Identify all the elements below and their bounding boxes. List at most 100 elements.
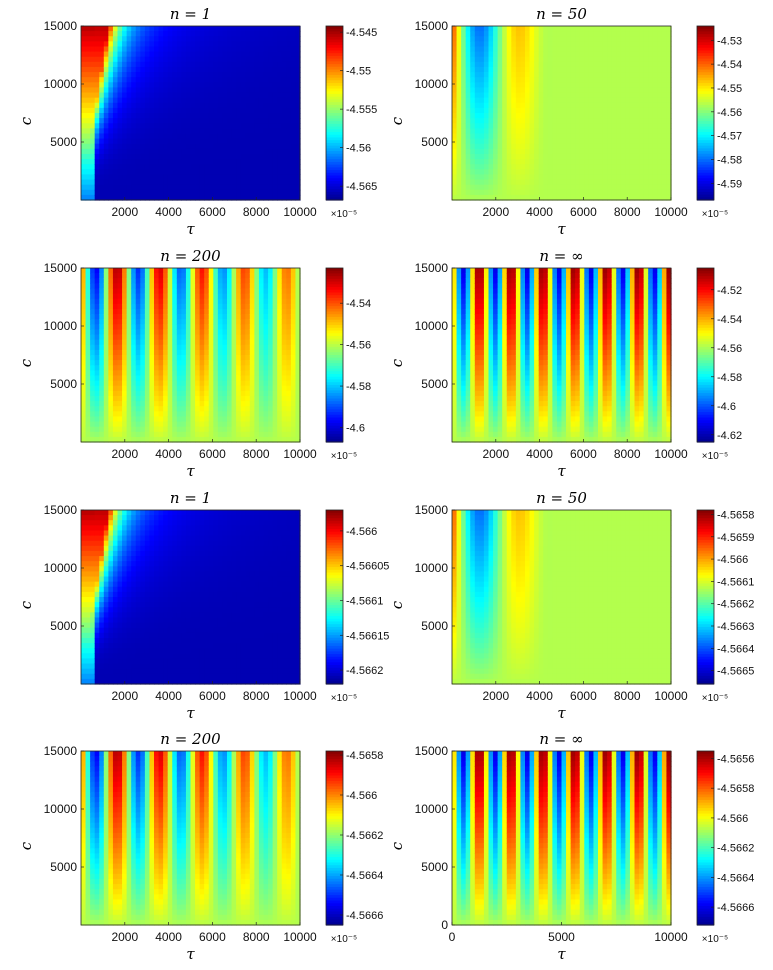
heat-cell (122, 283, 128, 290)
heat-cell (204, 138, 210, 145)
heat-cell (506, 77, 512, 83)
heat-cell (493, 148, 499, 155)
heat-cell (176, 41, 182, 48)
y-tick-label: 15000 (44, 19, 78, 33)
heat-cell (616, 184, 622, 191)
heat-cell (249, 375, 255, 382)
heat-cell (286, 273, 292, 279)
heat-cell (268, 355, 274, 361)
heat-cell (254, 46, 260, 53)
heat-cell (607, 97, 613, 104)
heat-cell (126, 61, 132, 68)
heat-cell (643, 66, 649, 73)
heat-cell (249, 416, 255, 423)
heat-cell (602, 123, 608, 129)
heat-cell (263, 406, 269, 412)
heat-cell (552, 56, 558, 63)
heat-cell (666, 36, 672, 42)
heat-cell (258, 278, 265, 284)
heat-cell (227, 339, 233, 346)
heat-cell (643, 179, 649, 186)
heat-cell (103, 148, 109, 155)
heat-cell (204, 308, 210, 315)
heat-cell (643, 46, 649, 53)
heat-cell (195, 118, 201, 124)
colorbar-tick-label: -4.54 (717, 59, 742, 71)
heat-cell (158, 401, 164, 407)
heat-cell (208, 128, 214, 135)
heat-cell (208, 339, 214, 346)
heat-cell (90, 153, 96, 160)
colorbar-segment (326, 164, 343, 168)
heat-cell (199, 102, 205, 109)
heat-cell (268, 87, 274, 94)
heat-cell (525, 184, 531, 191)
heat-cell (502, 153, 508, 160)
heat-cell (112, 189, 119, 196)
heat-cell (240, 113, 246, 119)
heat-cell (126, 82, 132, 89)
heat-cell (661, 123, 668, 129)
heat-cell (90, 36, 96, 42)
heat-cell (222, 123, 228, 129)
heat-cell (566, 107, 572, 114)
heat-cell (506, 82, 512, 89)
heat-cell (140, 268, 146, 274)
heat-cell (529, 77, 535, 83)
heat-cell (176, 355, 182, 361)
heat-cell (231, 421, 237, 428)
heat-cell (149, 339, 155, 346)
heat-cell (199, 390, 205, 397)
heat-cell (231, 179, 237, 186)
heat-cell (470, 72, 476, 78)
heat-cell (290, 164, 297, 170)
heat-cell (190, 61, 196, 68)
heat-cell (204, 107, 210, 114)
heat-cell (666, 72, 672, 78)
heat-cell (112, 184, 119, 191)
heat-cell (158, 159, 164, 165)
heat-cell (204, 72, 210, 78)
heat-cell (488, 194, 494, 201)
heat-cell (181, 102, 187, 109)
heat-cell (515, 92, 522, 99)
heat-cell (552, 97, 558, 104)
heat-cell (263, 169, 269, 176)
heat-cell (217, 133, 224, 140)
heat-cell (538, 41, 544, 48)
heat-cell (236, 370, 242, 377)
heat-cell (158, 314, 164, 320)
heat-cell (272, 375, 278, 382)
heat-cell (452, 159, 458, 165)
heat-cell (254, 360, 260, 366)
heat-cell (281, 329, 287, 336)
heat-cell (185, 324, 192, 331)
heat-cell (149, 82, 155, 89)
heat-cell (103, 273, 109, 279)
heat-cell (263, 159, 269, 165)
heat-cell (144, 283, 151, 290)
heat-cell (295, 184, 301, 191)
colorbar-segment (326, 39, 343, 43)
heat-cell (281, 184, 287, 191)
heat-cell (158, 36, 164, 42)
heat-cell (172, 118, 178, 124)
heat-cell (290, 113, 297, 119)
heat-cell (543, 92, 549, 99)
heat-cell (222, 344, 228, 351)
heat-cell (131, 179, 137, 186)
heat-cell (94, 288, 100, 295)
heat-cell (108, 406, 114, 412)
heat-cell (607, 26, 613, 32)
heat-cell (144, 334, 151, 341)
heat-cell (263, 123, 269, 129)
heat-cell (520, 153, 526, 160)
heat-cell (158, 273, 164, 279)
heat-cell (566, 97, 572, 104)
heat-cell (154, 164, 160, 170)
heat-cell (149, 97, 155, 104)
heat-cell (90, 411, 96, 418)
heat-cell (657, 77, 663, 83)
heat-cell (295, 174, 301, 181)
